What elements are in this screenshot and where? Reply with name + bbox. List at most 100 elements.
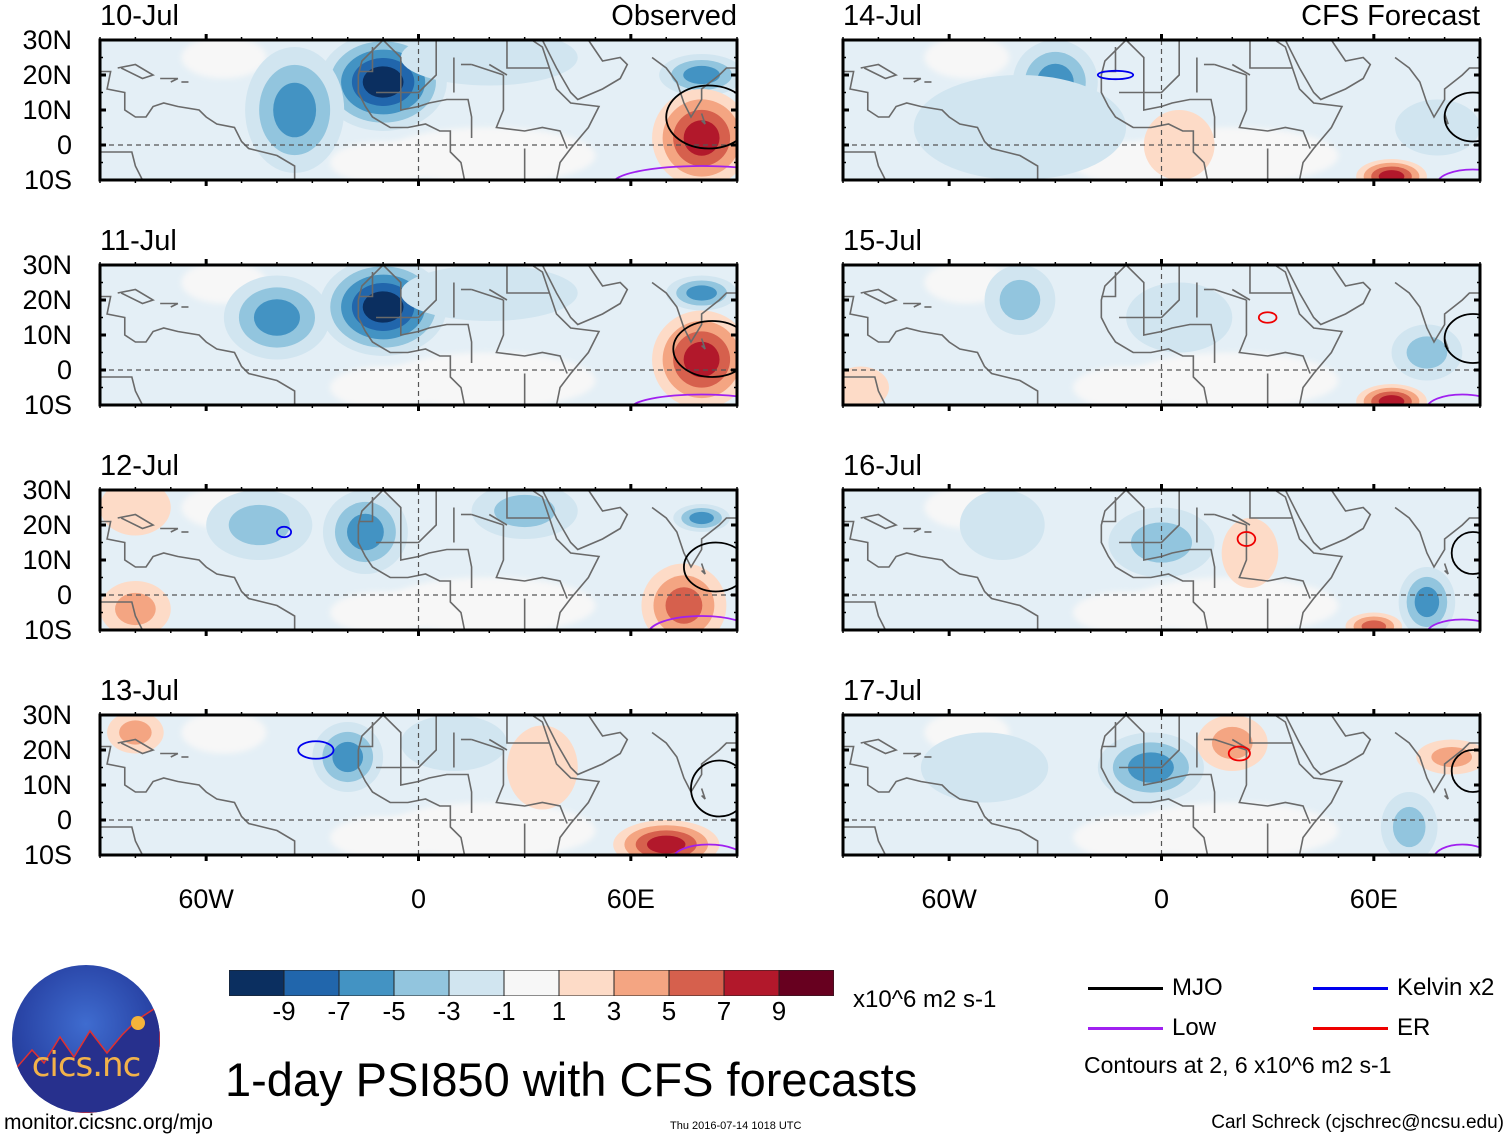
coastline — [1274, 715, 1344, 855]
map-panel-16-jul: 16-Jul — [843, 450, 1510, 675]
coastline — [700, 113, 706, 125]
neutral-region — [1126, 352, 1339, 405]
colorbar-swatch — [448, 970, 505, 996]
coastline — [1284, 40, 1372, 101]
country-border — [1119, 766, 1216, 813]
country-border — [1214, 288, 1247, 301]
coastline — [541, 40, 629, 101]
coastline — [541, 490, 629, 551]
positive-anomaly-blob — [646, 835, 686, 854]
legend-label: ER — [1397, 1014, 1431, 1041]
psi850-map — [98, 34, 739, 186]
negative-anomaly-blob — [362, 66, 404, 98]
y-tick-label: 30N — [22, 250, 72, 280]
country-border — [1125, 40, 1180, 94]
neutral-region — [383, 802, 596, 855]
colorbar-swatch — [723, 970, 780, 996]
country-border — [376, 541, 473, 588]
negative-anomaly-blob — [362, 291, 404, 323]
footer-url[interactable]: monitor.cicsnc.org/mjo — [4, 1111, 213, 1134]
coastline — [843, 826, 887, 855]
negative-anomaly-blob — [228, 504, 290, 546]
colorbar — [229, 970, 834, 996]
coastline — [860, 513, 899, 530]
country-border — [1231, 63, 1251, 76]
country-border — [1214, 738, 1247, 751]
positive-anomaly-blob — [665, 587, 703, 624]
neutral-region — [1126, 802, 1339, 855]
map-panel-10-jul: 10-Jul Observed — [100, 0, 840, 225]
colorbar-tick-label: -5 — [382, 996, 406, 1026]
y-tick-label: 10S — [23, 165, 72, 195]
negative-anomaly-blob — [686, 285, 717, 301]
coastline — [1100, 715, 1209, 855]
panel-date: 16-Jul — [843, 450, 922, 482]
y-tick-label: 10N — [22, 545, 72, 575]
coastline — [651, 506, 737, 569]
coastline — [541, 265, 629, 326]
coastline — [1274, 490, 1344, 630]
country-border — [382, 715, 437, 769]
psi850-map — [841, 709, 1482, 861]
coastline — [903, 77, 922, 83]
coastline — [531, 490, 601, 630]
positive-anomaly-blob — [843, 366, 889, 405]
colorbar-swatch — [668, 970, 725, 996]
country-border — [1249, 715, 1293, 744]
country-border — [1231, 288, 1251, 301]
map-panel-11-jul: 11-Jul — [100, 225, 840, 450]
neutral-region — [1126, 577, 1339, 630]
country-border — [506, 265, 550, 294]
country-border — [1119, 91, 1216, 138]
negative-anomaly-blob — [253, 299, 300, 336]
y-tick-label: 0 — [56, 805, 72, 835]
coastline — [843, 520, 1039, 630]
coastline — [903, 302, 922, 308]
neutral-region — [1073, 366, 1180, 405]
country-border — [1231, 513, 1251, 526]
psi850-map — [841, 484, 1482, 636]
contour-kelvin-x2 — [297, 740, 335, 760]
contour-kelvin-x2 — [276, 525, 292, 539]
legend-line-kelvin-x2 — [1313, 987, 1388, 990]
country-border — [495, 525, 568, 599]
coastline — [531, 265, 601, 405]
panel-date: 10-Jul — [100, 0, 179, 32]
country-border — [1214, 63, 1247, 76]
country-border — [382, 265, 437, 319]
coastline — [117, 738, 156, 755]
coastline — [651, 731, 737, 794]
coastline — [1394, 506, 1480, 569]
contours-note: Contours at 2, 6 x10^6 m2 s-1 — [1084, 1052, 1392, 1078]
contour-mjo — [665, 84, 737, 150]
positive-anomaly-blob — [1221, 518, 1279, 588]
country-border — [506, 715, 550, 744]
coastline — [357, 40, 466, 180]
country-border — [358, 47, 374, 73]
sun-icon — [131, 1016, 145, 1030]
country-border — [1249, 40, 1293, 69]
colorbar-swatch — [558, 970, 615, 996]
positive-anomaly-blob — [1431, 746, 1473, 768]
neutral-region — [1073, 816, 1180, 855]
neutral-region — [330, 141, 437, 180]
coastline — [100, 601, 144, 630]
coastline — [843, 745, 1039, 855]
country-border — [358, 272, 374, 298]
y-tick-label: 20N — [22, 285, 72, 315]
negative-anomaly-blob — [347, 513, 384, 551]
country-border — [1249, 265, 1293, 294]
colorbar-tick-label: -1 — [492, 996, 516, 1026]
coastline — [160, 752, 179, 758]
country-border — [1238, 75, 1311, 149]
neutral-region — [1073, 591, 1180, 630]
x-tick-label: 0 — [410, 884, 427, 914]
country-border — [1238, 300, 1311, 374]
contour-kelvin-x2 — [1096, 69, 1135, 81]
negative-anomaly-blob — [494, 494, 556, 528]
mountain-icon — [12, 1004, 160, 1113]
country-border — [506, 490, 550, 519]
contour-low — [1427, 618, 1480, 630]
neutral-region — [924, 40, 1010, 79]
colorbar-tick-label: 1 — [551, 996, 567, 1026]
